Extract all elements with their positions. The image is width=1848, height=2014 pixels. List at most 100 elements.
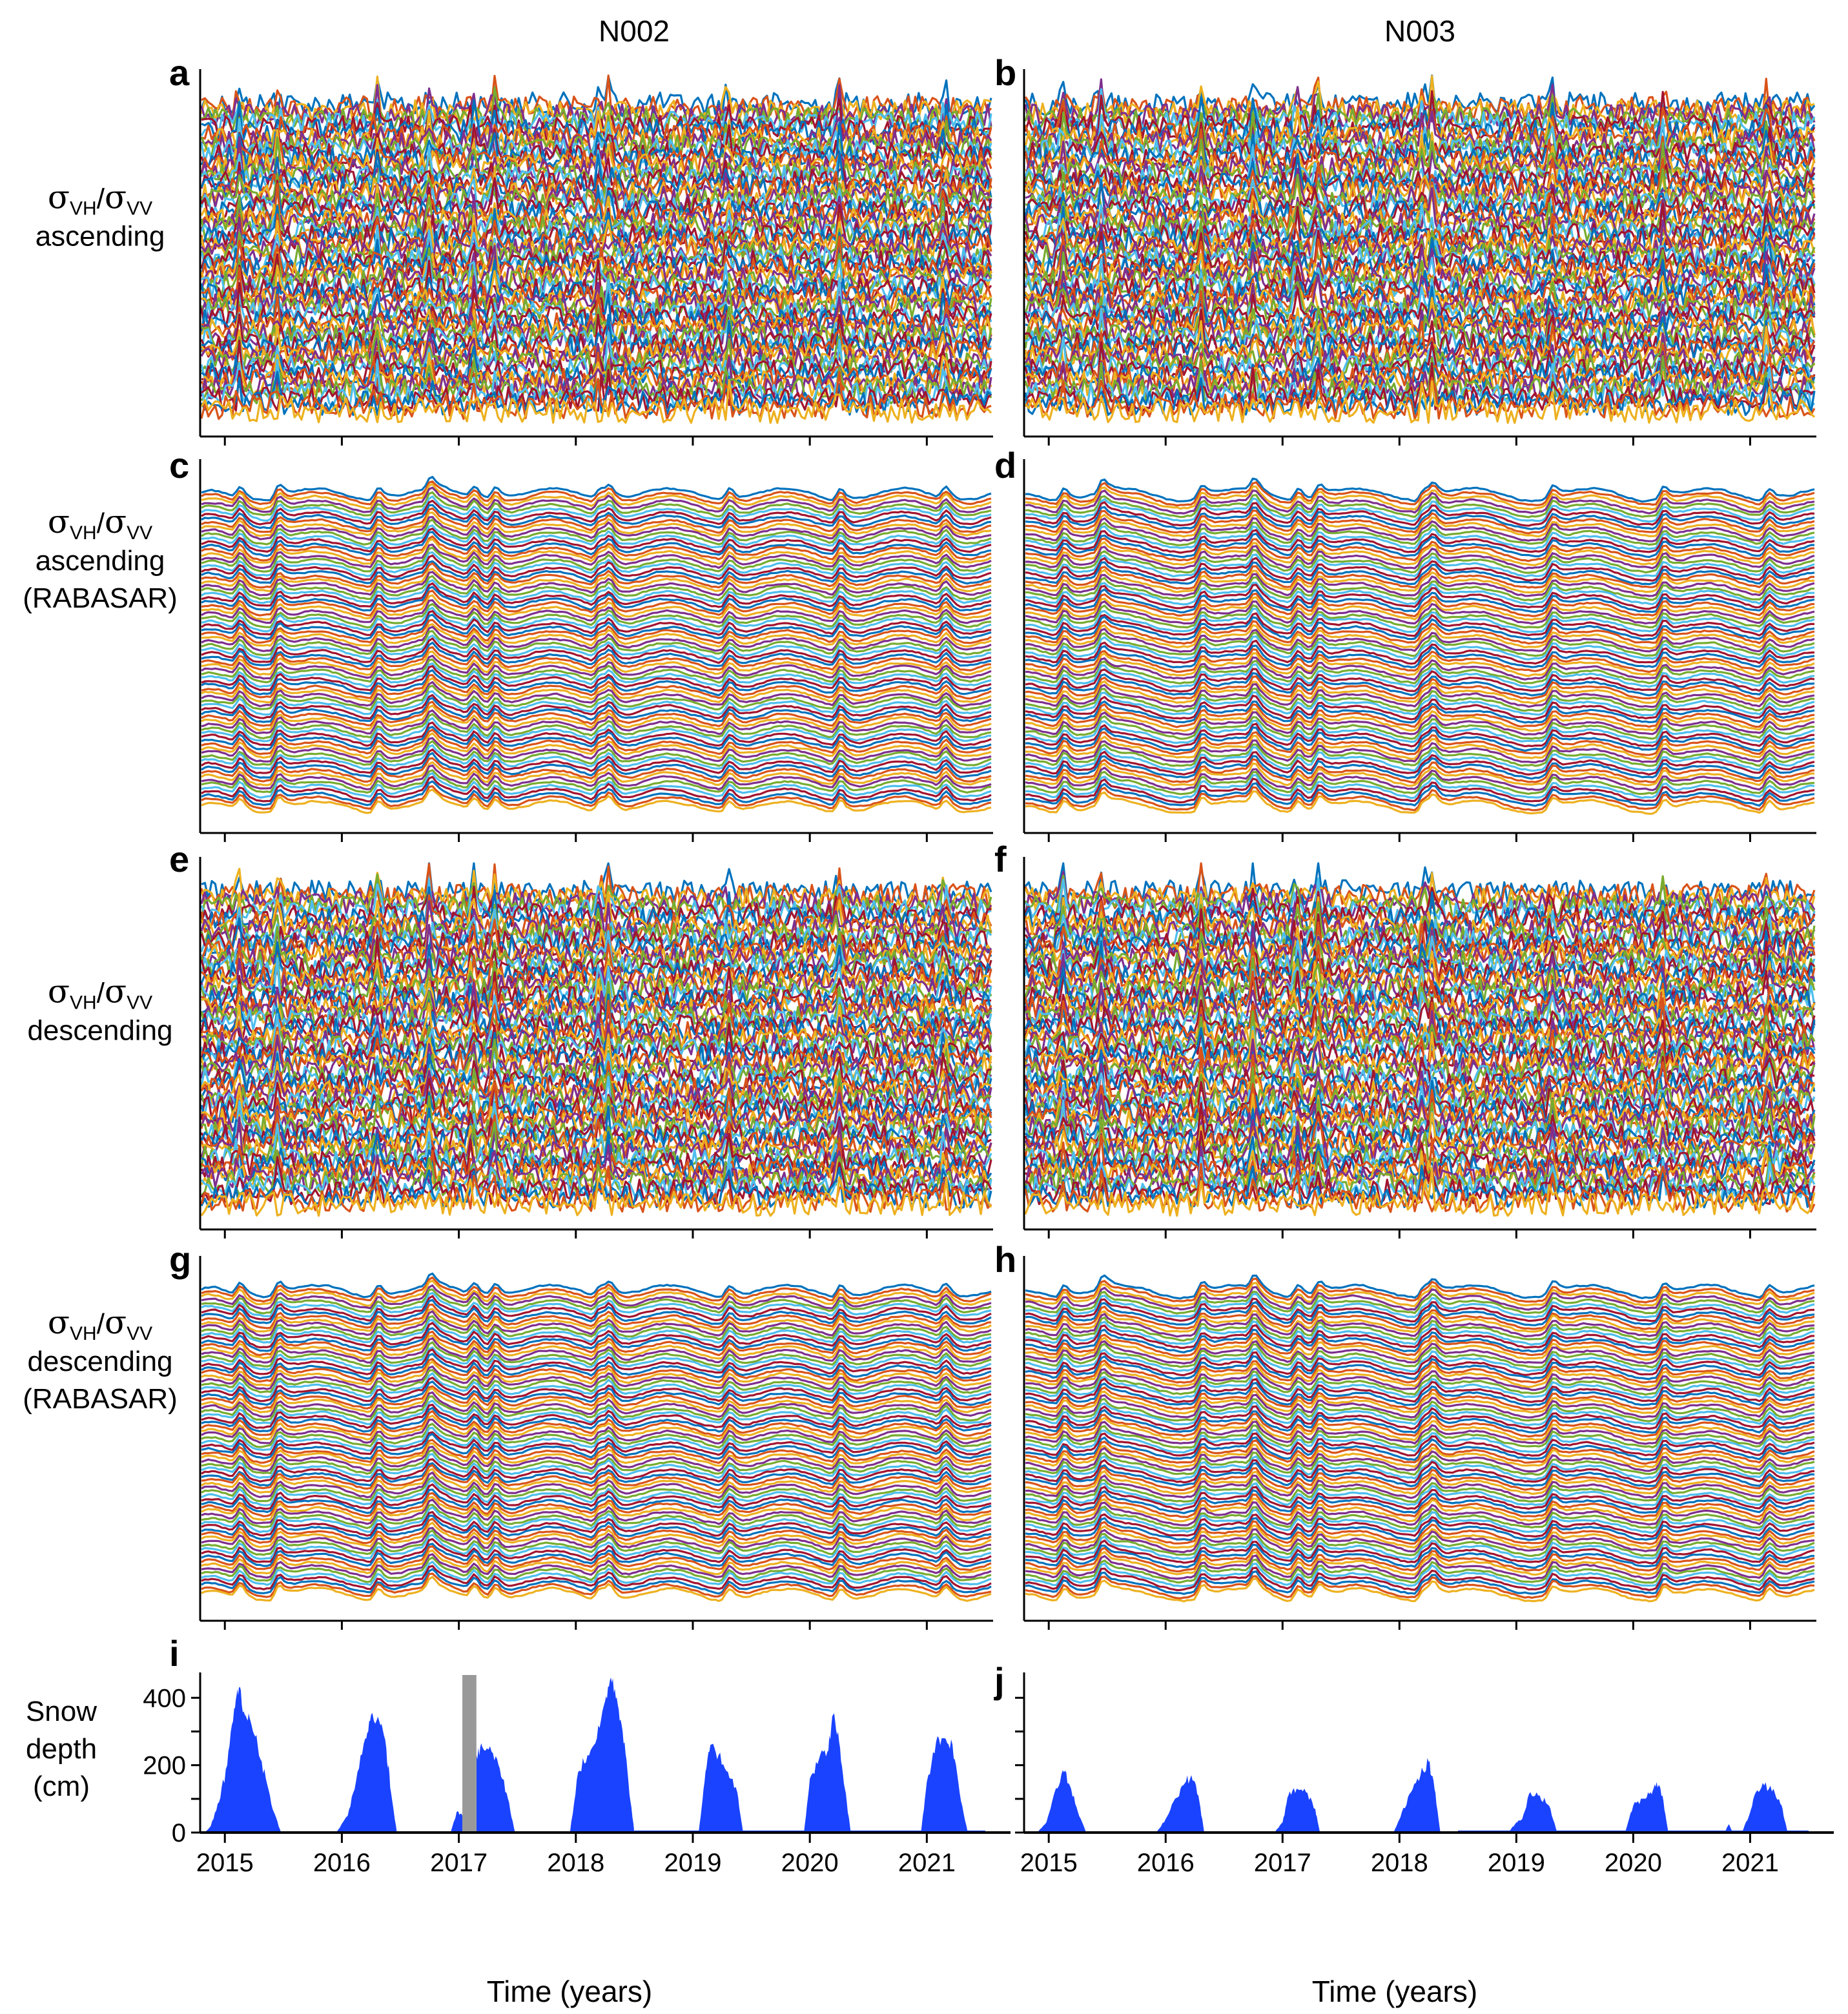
series-line-d-78 — [1025, 786, 1815, 812]
panel-d-series — [1025, 477, 1815, 815]
series-line-c-72 — [201, 761, 992, 787]
series-line-g-24 — [201, 1365, 992, 1391]
x-tick-label-i-0: 2015 — [196, 1849, 254, 1877]
series-line-d-33 — [1025, 608, 1815, 633]
series-line-c-19 — [201, 551, 992, 577]
series-line-g-39 — [201, 1423, 992, 1449]
series-line-g-45 — [201, 1445, 992, 1472]
series-line-c-50 — [201, 673, 992, 700]
series-line-c-11 — [201, 519, 992, 546]
series-line-d-8 — [1025, 509, 1815, 535]
series-line-h-32 — [1025, 1398, 1815, 1423]
series-line-f-79 — [1024, 1167, 1816, 1217]
series-line-g-53 — [201, 1476, 992, 1503]
series-line-c-73 — [201, 764, 992, 791]
series-line-d-63 — [1025, 726, 1815, 752]
series-line-g-42 — [201, 1433, 992, 1460]
snow-season-i-4 — [570, 1678, 635, 1833]
series-line-d-7 — [1025, 506, 1815, 530]
series-line-h-40 — [1025, 1429, 1815, 1454]
series-line-c-53 — [201, 684, 992, 711]
series-line-e-58 — [201, 1085, 992, 1135]
series-line-d-60 — [1025, 715, 1815, 740]
series-line-h-25 — [1025, 1370, 1815, 1396]
series-line-f-25 — [1024, 957, 1816, 1005]
series-line-c-42 — [201, 641, 992, 668]
series-line-d-40 — [1025, 635, 1815, 661]
series-line-b-27 — [1024, 181, 1816, 223]
series-line-h-55 — [1025, 1486, 1815, 1511]
series-line-h-4 — [1025, 1290, 1815, 1315]
x-axis-label-left: Time (years) — [487, 1975, 652, 2008]
y-label-line-g-2: (RABASAR) — [23, 1383, 178, 1415]
series-line-g-40 — [201, 1426, 992, 1452]
series-line-g-4 — [201, 1288, 992, 1315]
series-line-h-44 — [1025, 1443, 1815, 1468]
series-line-e-41 — [200, 1022, 992, 1067]
series-line-g-51 — [201, 1468, 992, 1495]
panel-f-series — [1024, 862, 1816, 1217]
series-line-f-67 — [1025, 1118, 1815, 1170]
series-line-d-53 — [1025, 687, 1815, 713]
series-line-g-13 — [201, 1322, 992, 1349]
series-line-c-34 — [201, 610, 992, 636]
series-line-d-75 — [1025, 774, 1815, 799]
series-line-c-66 — [201, 737, 992, 763]
column-title-n003: N003 — [1384, 14, 1455, 48]
series-line-h-79 — [1025, 1577, 1815, 1603]
series-line-g-48 — [201, 1458, 992, 1483]
series-line-a-78 — [200, 371, 992, 420]
series-line-d-38 — [1025, 628, 1815, 653]
series-line-d-57 — [1025, 703, 1815, 728]
series-line-g-17 — [201, 1337, 992, 1364]
series-line-h-34 — [1025, 1405, 1815, 1431]
series-line-c-56 — [201, 697, 992, 723]
snow-season-j-0 — [1037, 1770, 1087, 1833]
series-line-g-65 — [201, 1521, 992, 1548]
series-line-h-28 — [1025, 1382, 1815, 1407]
series-line-c-79 — [201, 788, 992, 814]
series-line-d-14 — [1025, 532, 1815, 559]
series-line-e-62 — [200, 1112, 992, 1150]
series-line-d-4 — [1025, 494, 1815, 519]
series-line-c-13 — [201, 527, 992, 553]
series-line-c-40 — [201, 634, 992, 661]
series-line-g-63 — [201, 1514, 992, 1541]
series-line-h-60 — [1025, 1505, 1815, 1530]
series-line-h-15 — [1025, 1333, 1815, 1357]
series-line-a-73 — [200, 356, 992, 401]
series-line-c-71 — [201, 757, 992, 783]
series-line-c-2 — [201, 483, 992, 511]
series-line-g-5 — [201, 1291, 992, 1318]
series-line-h-62 — [1025, 1513, 1815, 1538]
series-line-c-15 — [201, 535, 992, 562]
series-line-c-23 — [201, 568, 992, 593]
series-line-h-9 — [1025, 1310, 1815, 1333]
series-line-h-64 — [1025, 1520, 1815, 1545]
series-line-e-63 — [200, 1105, 992, 1154]
series-line-d-74 — [1025, 770, 1815, 796]
series-line-g-55 — [201, 1483, 992, 1510]
series-line-d-41 — [1025, 639, 1815, 665]
series-line-e-68 — [201, 1123, 992, 1174]
series-line-g-72 — [201, 1549, 992, 1576]
series-line-g-2 — [201, 1279, 992, 1307]
series-line-h-46 — [1025, 1452, 1815, 1476]
series-line-h-21 — [1025, 1355, 1815, 1381]
series-line-h-26 — [1025, 1373, 1815, 1399]
series-line-c-5 — [201, 495, 992, 522]
series-line-d-69 — [1025, 750, 1815, 776]
series-line-d-34 — [1025, 612, 1815, 637]
series-line-g-28 — [201, 1381, 992, 1406]
panel-e-series — [200, 862, 992, 1217]
series-line-h-70 — [1025, 1543, 1815, 1569]
series-line-c-39 — [201, 630, 992, 657]
series-line-g-20 — [201, 1348, 992, 1375]
series-line-c-36 — [201, 619, 992, 644]
series-line-c-44 — [201, 650, 992, 676]
series-line-h-53 — [1025, 1478, 1815, 1503]
series-line-g-60 — [201, 1503, 992, 1530]
series-line-h-63 — [1025, 1517, 1815, 1542]
series-line-g-75 — [201, 1561, 992, 1587]
series-line-c-28 — [201, 586, 992, 613]
